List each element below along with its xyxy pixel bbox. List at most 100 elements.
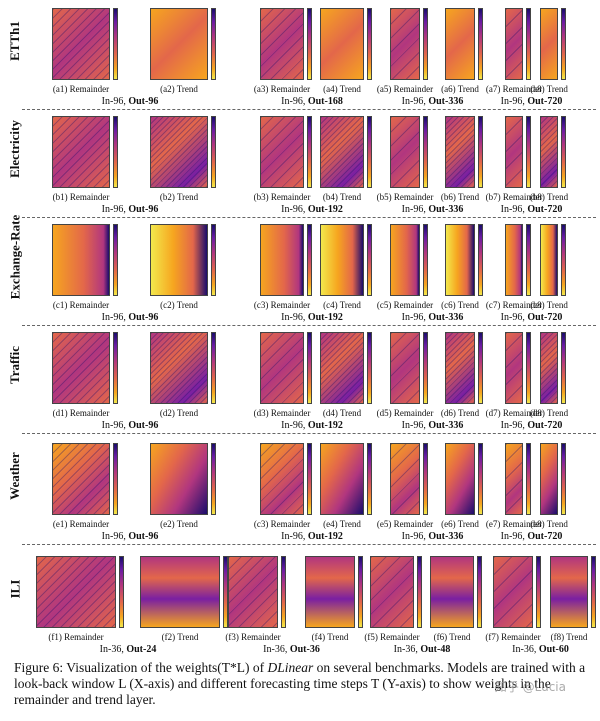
subfigure-caption: (b1) Remainder xyxy=(52,192,110,202)
row-label: Exchange-Rate xyxy=(4,215,26,300)
group-label-output: Out-60 xyxy=(538,644,569,655)
group-label-output: Out-336 xyxy=(428,96,464,107)
group-label: In-96, Out-96 xyxy=(75,204,185,215)
group-label-input: In-96, xyxy=(500,312,528,323)
group-label: In-36, Out-24 xyxy=(73,644,183,655)
remainder-heatmap xyxy=(260,224,304,296)
group-label-input: In-96, xyxy=(500,531,528,542)
group-label-output: Out-720 xyxy=(527,420,563,431)
group-label: In-96, Out-720 xyxy=(477,312,587,323)
trend-heatmap xyxy=(540,443,558,515)
remainder-heatmap xyxy=(493,556,533,628)
subfigure-caption: (e8) Trend xyxy=(530,519,568,529)
colorbar xyxy=(526,116,531,188)
group-label-output: Out-336 xyxy=(428,204,464,215)
row-label: Electricity xyxy=(4,110,26,188)
subfigure-caption: (b8) Trend xyxy=(529,192,569,202)
group-label-input: In-96, xyxy=(101,96,129,107)
colorbar xyxy=(307,116,312,188)
subfigure-caption: (c4) Trend xyxy=(323,300,361,310)
subfigure-caption: (d1) Remainder xyxy=(52,408,110,418)
subfigure-caption: (d4) Trend xyxy=(322,408,362,418)
subfigure-caption: (f4) Trend xyxy=(311,632,349,642)
colorbar xyxy=(561,8,566,80)
subfigure-caption: (e6) Trend xyxy=(441,519,479,529)
colorbar xyxy=(478,443,483,515)
group-label: In-96, Out-336 xyxy=(378,420,488,431)
remainder-heatmap xyxy=(52,332,110,404)
colorbar xyxy=(367,443,372,515)
remainder-heatmap xyxy=(390,443,420,515)
subfigure-caption: (b3) Remainder xyxy=(253,192,311,202)
group-label-output: Out-336 xyxy=(428,420,464,431)
remainder-heatmap xyxy=(52,443,110,515)
subfigure-caption: (d2) Trend xyxy=(159,408,199,418)
colorbar xyxy=(423,332,428,404)
subfigure-caption: (a7) Remainder xyxy=(485,84,543,94)
row-divider xyxy=(22,433,596,434)
group-label-input: In-36, xyxy=(263,644,290,655)
colorbar xyxy=(307,8,312,80)
figure-row-electricity: Electricity (b1) Remainder (b2) Trend In-96… xyxy=(0,110,600,218)
group-label: In-96, Out-336 xyxy=(378,531,488,542)
group-label-output: Out-96 xyxy=(128,531,159,542)
subfigure-caption: (a3) Remainder xyxy=(253,84,311,94)
caption-suffix: on several benchmarks. Models are traine… xyxy=(14,660,586,707)
group-label: In-96, Out-96 xyxy=(75,312,185,323)
row-label: ILI xyxy=(4,550,26,628)
remainder-heatmap xyxy=(36,556,116,628)
trend-heatmap xyxy=(320,116,364,188)
colorbar xyxy=(307,224,312,296)
subfigure-caption: (e1) Remainder xyxy=(52,519,110,529)
trend-heatmap xyxy=(445,116,475,188)
colorbar xyxy=(119,556,124,628)
subfigure-caption: (b6) Trend xyxy=(440,192,480,202)
subfigure-caption: (b2) Trend xyxy=(159,192,199,202)
remainder-heatmap xyxy=(260,116,304,188)
group-label-input: In-96, xyxy=(500,96,528,107)
group-label-output: Out-36 xyxy=(289,644,320,655)
subfigure-caption: (f7) Remainder xyxy=(485,632,541,642)
group-label: In-96, Out-720 xyxy=(477,96,587,107)
group-label-output: Out-720 xyxy=(527,204,563,215)
group-label-output: Out-192 xyxy=(307,420,343,431)
colorbar xyxy=(423,8,428,80)
figure-caption: Figure 6: Visualization of the weights(T… xyxy=(14,660,590,708)
remainder-heatmap xyxy=(505,332,523,404)
group-label-output: Out-96 xyxy=(128,420,159,431)
colorbar xyxy=(423,116,428,188)
group-label-input: In-36, xyxy=(99,644,127,655)
row-label-text: ETTh1 xyxy=(7,21,22,61)
subfigure-caption: (c3) Remainder xyxy=(253,519,311,529)
trend-heatmap xyxy=(320,332,364,404)
group-label-input: In-96, xyxy=(101,312,129,323)
colorbar xyxy=(211,443,216,515)
colorbar xyxy=(211,8,216,80)
group-label: In-96, Out-192 xyxy=(257,204,367,215)
subfigure-caption: (b5) Remainder xyxy=(376,192,434,202)
group-label-input: In-96, xyxy=(281,531,308,542)
colorbar xyxy=(478,332,483,404)
subfigure-caption: (c1) Remainder xyxy=(52,300,110,310)
colorbar xyxy=(211,116,216,188)
remainder-heatmap xyxy=(52,224,110,296)
figure-grid: ETTh1 (a1) Remainder (a2) Trend In-96, Out-… xyxy=(0,2,600,655)
group-label: In-96, Out-720 xyxy=(477,204,587,215)
figure-row-etth1: ETTh1 (a1) Remainder (a2) Trend In-96, Out-… xyxy=(0,2,600,110)
subfigure-caption: (e7) Remainder xyxy=(485,519,543,529)
row-divider xyxy=(22,325,596,326)
colorbar xyxy=(367,116,372,188)
group-label-output: Out-720 xyxy=(527,96,563,107)
colorbar xyxy=(526,332,531,404)
caption-model-name: DLinear xyxy=(267,660,314,675)
colorbar xyxy=(367,224,372,296)
colorbar xyxy=(307,332,312,404)
trend-heatmap xyxy=(150,332,208,404)
subfigure-caption: (c6) Trend xyxy=(441,300,479,310)
trend-heatmap xyxy=(540,224,558,296)
subfigure-caption: (e2) Trend xyxy=(160,519,198,529)
group-label-input: In-96, xyxy=(281,96,308,107)
colorbar xyxy=(478,224,483,296)
group-label-input: In-96, xyxy=(401,204,429,215)
row-label: Weather xyxy=(4,437,26,515)
